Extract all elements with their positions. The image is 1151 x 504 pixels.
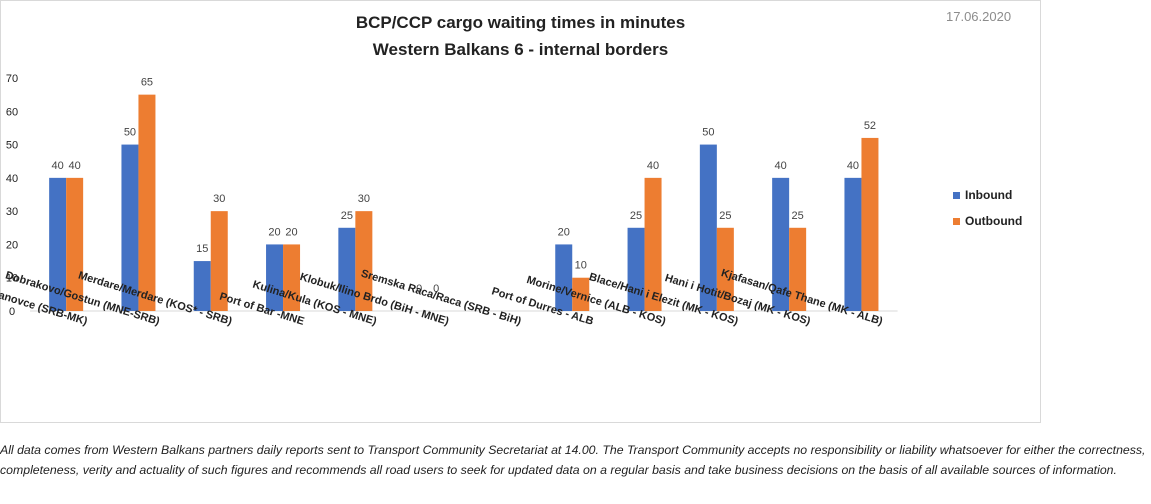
legend-swatch-outbound [953, 218, 960, 225]
bar-inbound [772, 177, 790, 311]
report-date: 17.06.2020 [946, 9, 1012, 24]
bar-outbound [66, 177, 84, 311]
data-label: 25 [792, 210, 804, 222]
data-label: 0 [433, 283, 439, 295]
data-label: 25 [341, 210, 353, 222]
y-tick-label: 30 [6, 206, 18, 218]
bar-outbound [355, 211, 373, 311]
legend-label-outbound: Outbound [965, 214, 1022, 228]
bar-outbound [138, 94, 156, 312]
bar-inbound [844, 177, 862, 311]
y-tick-label: 0 [9, 306, 15, 318]
y-tick-label: 70 [6, 73, 18, 85]
data-label: 40 [775, 160, 787, 172]
bar-outbound [644, 177, 662, 311]
chart-subtitle: Western Balkans 6 - internal borders [372, 40, 669, 59]
legend-label-inbound: Inbound [965, 188, 1012, 202]
data-label: 15 [196, 243, 208, 255]
chart-title: BCP/CCP cargo waiting times in minutes [355, 13, 686, 32]
data-label: 10 [575, 260, 587, 272]
data-label: 52 [864, 120, 876, 132]
y-tick-label: 60 [6, 106, 18, 118]
data-label: 65 [141, 77, 153, 89]
bar-outbound [572, 277, 590, 311]
bar-chart: 0102030405060704040Presevo/ Tabanovce (S… [0, 73, 1022, 328]
y-tick-label: 40 [6, 173, 18, 185]
legend-swatch-inbound [953, 192, 960, 199]
bar-inbound [627, 227, 645, 311]
data-label: 40 [847, 160, 859, 172]
bar-inbound [699, 144, 717, 311]
y-tick-label: 10 [6, 273, 18, 285]
data-label: 50 [124, 127, 136, 139]
bar-inbound [266, 244, 284, 311]
bar-inbound [121, 144, 139, 311]
bar-outbound [789, 227, 807, 311]
data-label: 40 [647, 160, 659, 172]
data-label: 40 [69, 160, 81, 172]
y-tick-label: 20 [6, 239, 18, 251]
bar-inbound [555, 244, 573, 311]
bar-outbound [283, 244, 301, 311]
y-tick-label: 50 [6, 140, 18, 152]
disclaimer-text: All data comes from Western Balkans part… [0, 443, 1146, 477]
bar-outbound [210, 211, 228, 311]
data-label: 25 [719, 210, 731, 222]
data-label: 30 [358, 193, 370, 205]
data-label: 20 [268, 226, 280, 238]
data-label: 20 [558, 226, 570, 238]
bar-inbound [338, 227, 356, 311]
bar-inbound [193, 261, 211, 311]
bar-inbound [49, 177, 67, 311]
data-label: 0 [416, 283, 422, 295]
data-label: 25 [630, 210, 642, 222]
data-label: 20 [285, 226, 297, 238]
data-label: 30 [213, 193, 225, 205]
data-label: 40 [52, 160, 64, 172]
bar-outbound [716, 227, 734, 311]
data-label: 50 [702, 127, 714, 139]
bar-outbound [861, 137, 879, 311]
